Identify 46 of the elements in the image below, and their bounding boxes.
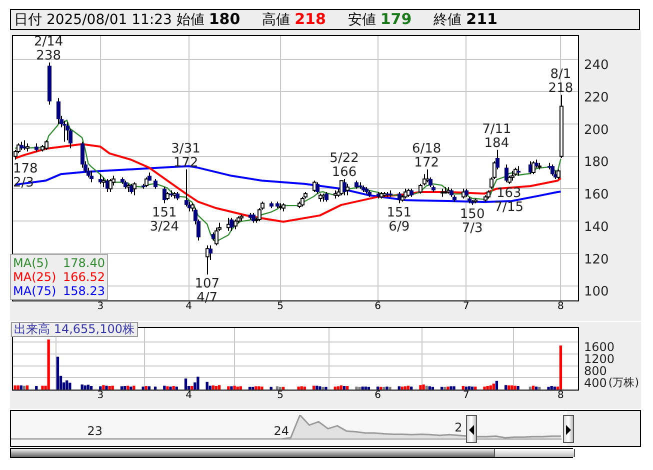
y-tick-label: 220 (584, 90, 609, 106)
annotation: 151 3/24 (150, 205, 180, 234)
y-tick-label: 240 (584, 58, 609, 74)
x-tick-label: 4 (186, 390, 192, 402)
annotation: 2/14 238 (34, 34, 64, 64)
y-tick-label: 200 (584, 122, 609, 138)
y-tick-label: 100 (584, 284, 609, 300)
annotation: 6/18 172 (412, 141, 442, 170)
x-tick-label: 6 (374, 390, 381, 402)
y-tick-label: 160 (584, 188, 609, 203)
text: 始値 180 (176, 10, 240, 28)
x-tick-label: 7 (463, 300, 470, 312)
y-tick-label: 180 (584, 155, 609, 170)
x-tick-label: 6 (374, 300, 381, 312)
annotation: 163 7/15 (494, 186, 524, 215)
x-tick-label: 23 (87, 424, 103, 438)
text: 高値 218 (262, 10, 326, 28)
x-tick-label: 4 (186, 300, 192, 312)
x-tick-label: 5 (277, 390, 284, 402)
y-tick-label: 140 (584, 220, 609, 235)
chart-title: 出来高 14,655,100株 (11, 322, 138, 337)
x-tick-label: 8 (558, 390, 564, 402)
x-tick-label: 7 (463, 390, 470, 402)
x-tick-label: 3 (97, 300, 104, 312)
y-tick-label: 800 (584, 364, 607, 378)
annotation: 150 7/3 (460, 206, 485, 236)
x-tick-label: 8 (558, 300, 564, 312)
text: 終値 211 (434, 10, 498, 28)
annotation: 8/1 218 (548, 66, 574, 96)
annotation: 5/22 166 (330, 151, 359, 180)
text: 安値 179 (348, 10, 412, 28)
x-tick-label: 5 (277, 300, 284, 312)
y-tick-label: 400 (584, 376, 607, 390)
x-tick-label: 24 (274, 424, 289, 438)
y-tick-label: 1600 (584, 340, 615, 354)
y-axis-title: (万株) (608, 376, 639, 389)
x-tick-label: 3 (97, 390, 104, 402)
text: MA(5) 178.40 (13, 256, 105, 270)
y-tick-label: 1200 (584, 352, 615, 366)
annotation: 151 6/9 (386, 205, 412, 234)
annotation: 7/11 184 (482, 122, 512, 151)
text: MA(75) 158.23 (13, 284, 105, 298)
y-tick-label: 120 (584, 252, 609, 268)
x-tick-label: 2 (454, 420, 462, 435)
text: MA(25) 166.52 (13, 270, 105, 284)
chart-title: 日付 2025/08/01 11:23 (14, 12, 172, 28)
